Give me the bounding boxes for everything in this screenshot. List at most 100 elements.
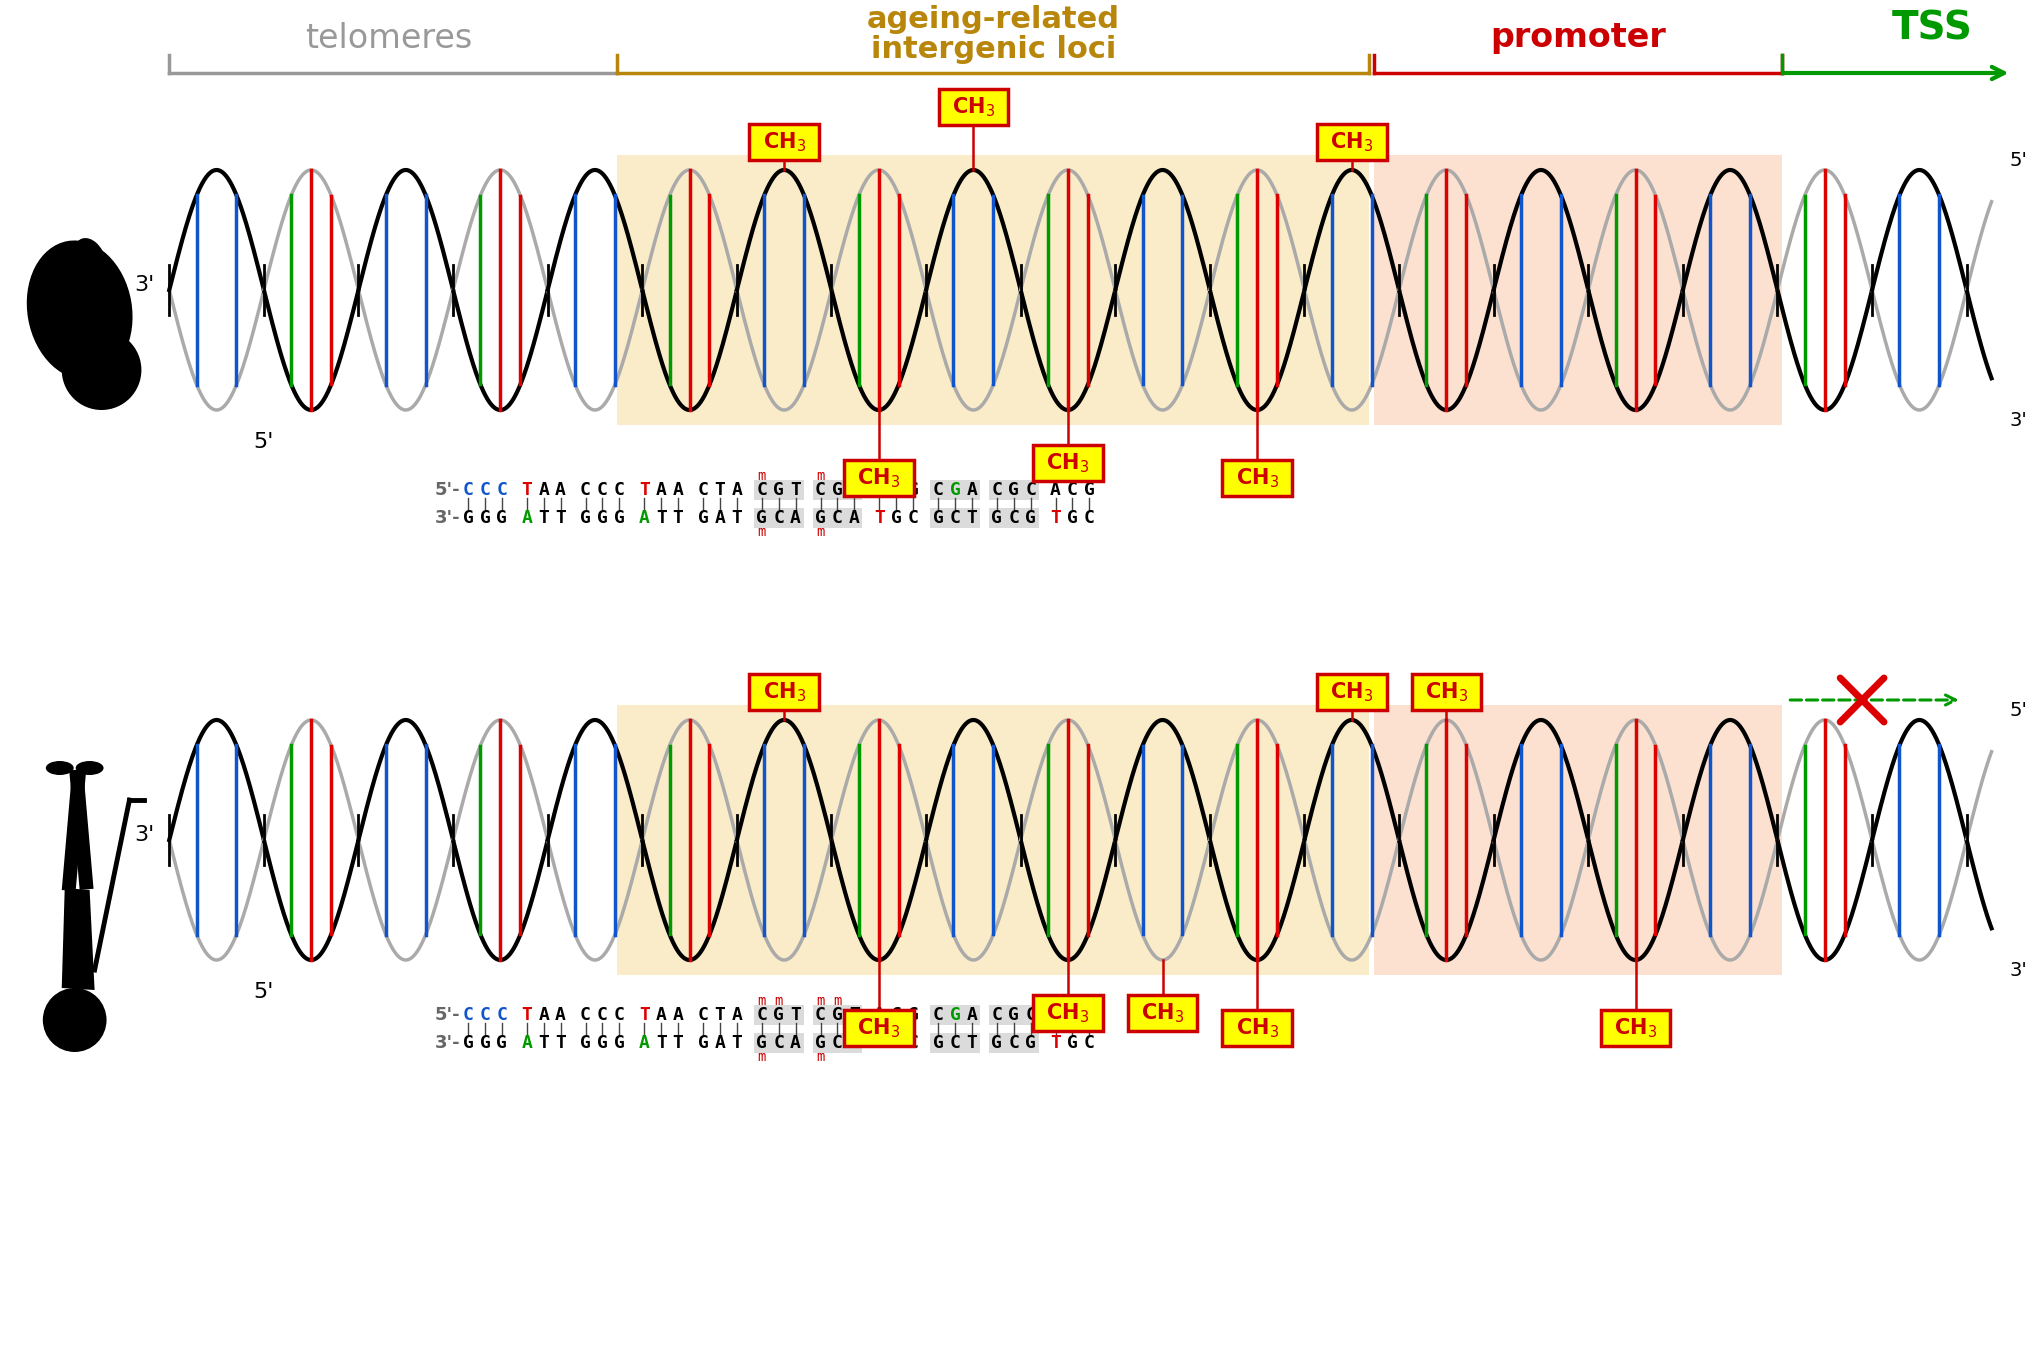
- Text: A: A: [639, 509, 650, 527]
- Text: G: G: [1068, 509, 1078, 527]
- Text: G: G: [1025, 509, 1035, 527]
- Text: T: T: [639, 481, 650, 499]
- Text: C: C: [757, 481, 767, 499]
- Bar: [930, 507, 980, 528]
- Text: A: A: [672, 1007, 684, 1024]
- Text: G: G: [891, 509, 901, 527]
- Text: C: C: [698, 481, 708, 499]
- Text: CH$_3$: CH$_3$: [952, 95, 995, 119]
- Text: G: G: [613, 1034, 625, 1052]
- Text: G: G: [613, 509, 625, 527]
- Bar: [1374, 155, 1782, 426]
- Bar: [617, 155, 1368, 426]
- Text: T: T: [538, 509, 550, 527]
- Text: G: G: [597, 509, 607, 527]
- Text: G: G: [479, 509, 491, 527]
- Text: C: C: [1009, 1034, 1019, 1052]
- Text: G: G: [463, 1034, 473, 1052]
- Text: G: G: [698, 509, 708, 527]
- Bar: [753, 480, 804, 501]
- Bar: [930, 1033, 980, 1053]
- Text: C: C: [932, 1007, 944, 1024]
- Bar: [930, 480, 980, 501]
- Text: T: T: [1050, 1034, 1062, 1052]
- Text: A: A: [538, 481, 550, 499]
- Polygon shape: [61, 888, 95, 990]
- Text: 5': 5': [254, 432, 274, 451]
- Bar: [753, 1033, 804, 1053]
- Text: C: C: [463, 1007, 473, 1024]
- Text: m: m: [816, 525, 824, 539]
- Text: A: A: [715, 509, 725, 527]
- Bar: [844, 460, 914, 496]
- Text: 3'-: 3'-: [434, 509, 461, 527]
- Text: G: G: [950, 1007, 960, 1024]
- Text: CH$_3$: CH$_3$: [1614, 1016, 1656, 1039]
- Text: intergenic loci: intergenic loci: [871, 35, 1116, 64]
- Bar: [749, 124, 818, 160]
- Text: A: A: [849, 509, 861, 527]
- Text: T: T: [656, 1034, 666, 1052]
- Text: T: T: [849, 1007, 861, 1024]
- Text: T: T: [554, 509, 566, 527]
- Text: A: A: [672, 481, 684, 499]
- Text: m: m: [757, 1050, 765, 1064]
- Bar: [61, 771, 85, 891]
- Text: 3'-: 3'-: [434, 1034, 461, 1052]
- Text: A: A: [554, 1007, 566, 1024]
- Ellipse shape: [75, 761, 104, 775]
- Text: m: m: [757, 469, 765, 483]
- Text: C: C: [773, 509, 784, 527]
- Text: T: T: [522, 1007, 532, 1024]
- Text: T: T: [522, 481, 532, 499]
- Circle shape: [61, 330, 142, 411]
- Text: T: T: [790, 1007, 802, 1024]
- Bar: [989, 1033, 1039, 1053]
- Text: C: C: [757, 1007, 767, 1024]
- Text: C: C: [816, 1007, 826, 1024]
- Bar: [812, 480, 863, 501]
- Text: C: C: [698, 1007, 708, 1024]
- Text: G: G: [479, 1034, 491, 1052]
- Text: G: G: [891, 1034, 901, 1052]
- Text: promoter: promoter: [1490, 22, 1667, 55]
- Text: G: G: [1084, 1007, 1094, 1024]
- Text: G: G: [497, 509, 508, 527]
- Bar: [844, 1009, 914, 1046]
- Text: G: G: [991, 509, 1003, 527]
- Text: C: C: [497, 1007, 508, 1024]
- Text: C: C: [581, 1007, 591, 1024]
- Text: G: G: [757, 509, 767, 527]
- Text: A: A: [1050, 481, 1062, 499]
- Bar: [753, 1005, 804, 1024]
- Text: G: G: [832, 481, 842, 499]
- Text: T: T: [1050, 509, 1062, 527]
- Text: CH$_3$: CH$_3$: [763, 681, 806, 704]
- Text: A: A: [656, 481, 666, 499]
- Text: C: C: [891, 1007, 901, 1024]
- Bar: [1222, 460, 1291, 496]
- Text: C: C: [613, 481, 625, 499]
- Text: C: C: [832, 1034, 842, 1052]
- Text: C: C: [907, 1034, 918, 1052]
- Text: G: G: [698, 1034, 708, 1052]
- Text: G: G: [773, 481, 784, 499]
- Circle shape: [43, 988, 106, 1052]
- Text: C: C: [1068, 1007, 1078, 1024]
- Text: G: G: [597, 1034, 607, 1052]
- Text: 5': 5': [2010, 701, 2028, 719]
- Text: C: C: [597, 1007, 607, 1024]
- Text: m: m: [757, 994, 765, 1008]
- Text: C: C: [1084, 509, 1094, 527]
- Text: T: T: [966, 1034, 976, 1052]
- Text: C: C: [463, 481, 473, 499]
- Bar: [749, 674, 818, 711]
- Text: G: G: [932, 509, 944, 527]
- Bar: [812, 507, 863, 528]
- Text: A: A: [522, 1034, 532, 1052]
- Bar: [1033, 994, 1102, 1031]
- Text: C: C: [891, 481, 901, 499]
- Text: 5'-: 5'-: [434, 1007, 461, 1024]
- Text: T: T: [672, 509, 684, 527]
- Text: CH$_3$: CH$_3$: [1045, 451, 1090, 475]
